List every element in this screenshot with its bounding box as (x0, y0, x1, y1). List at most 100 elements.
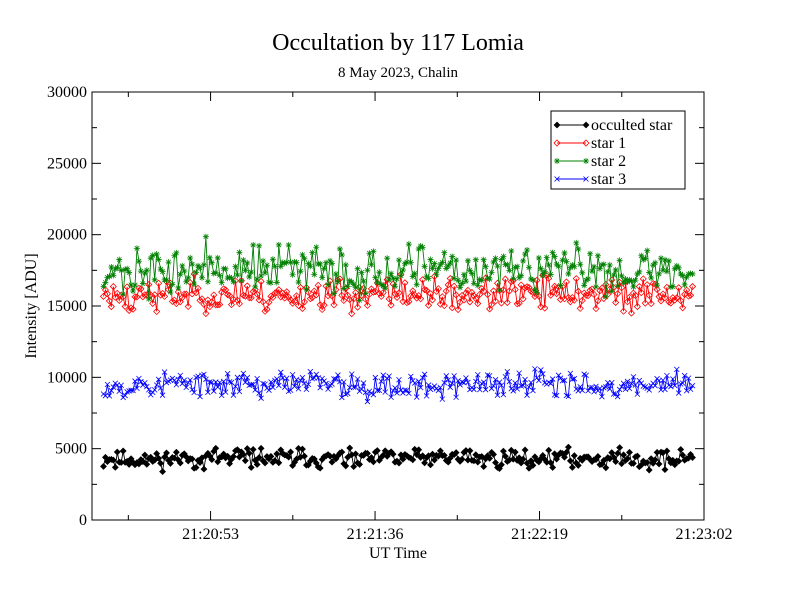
data-point (457, 382, 463, 388)
data-point (608, 449, 616, 457)
data-point (232, 383, 239, 390)
data-point (679, 380, 686, 386)
data-point (514, 386, 520, 392)
data-point (122, 266, 129, 273)
data-point (170, 296, 178, 304)
data-point (291, 383, 298, 390)
data-point (253, 461, 261, 468)
data-point (665, 257, 672, 264)
data-point (168, 297, 176, 305)
data-point (486, 372, 493, 379)
data-point (369, 288, 377, 296)
data-point (346, 296, 354, 304)
data-point (138, 378, 144, 385)
data-point (218, 392, 225, 399)
data-point (373, 279, 381, 287)
data-point (182, 290, 190, 298)
data-point (421, 371, 428, 378)
data-point (165, 259, 172, 266)
data-point (354, 265, 361, 272)
data-point (402, 387, 408, 393)
data-point (438, 293, 446, 301)
data-point (435, 387, 442, 394)
data-point (283, 375, 290, 382)
data-point (689, 382, 696, 389)
data-point (455, 277, 462, 284)
data-point (289, 271, 296, 278)
data-point (362, 389, 369, 396)
data-point (423, 393, 430, 399)
legend-marker (582, 139, 590, 147)
data-point (491, 297, 500, 305)
data-point (151, 291, 159, 299)
data-point (459, 280, 466, 287)
data-point (413, 281, 420, 288)
data-point (488, 269, 495, 276)
data-point (139, 280, 146, 287)
series-3 (100, 366, 696, 405)
data-point (577, 261, 584, 268)
data-point (210, 291, 218, 299)
data-point (346, 277, 353, 284)
data-point (614, 290, 622, 298)
data-point (301, 255, 308, 262)
data-point (480, 379, 487, 385)
data-point (184, 302, 192, 311)
data-point (647, 300, 655, 308)
data-point (116, 256, 123, 263)
data-point (145, 295, 152, 302)
data-point (175, 284, 182, 291)
data-point (303, 386, 310, 393)
data-point (340, 285, 347, 292)
data-point (452, 449, 460, 457)
data-point (612, 298, 620, 307)
data-point (299, 374, 306, 381)
data-point (675, 264, 682, 271)
data-point (457, 284, 464, 291)
data-point (344, 453, 352, 461)
data-point (382, 389, 388, 395)
data-point (496, 379, 503, 385)
data-point (645, 466, 653, 474)
data-point (108, 264, 115, 271)
data-point (508, 248, 515, 255)
data-point (194, 284, 202, 292)
data-point (618, 384, 625, 390)
data-point (333, 376, 339, 382)
data-point (474, 299, 482, 308)
data-point (452, 291, 460, 299)
data-point (295, 279, 302, 286)
data-point (565, 270, 572, 277)
data-point (303, 286, 310, 293)
data-point (236, 388, 243, 395)
data-point (446, 274, 454, 283)
data-point (323, 259, 330, 266)
data-point (489, 287, 498, 295)
data-point (484, 372, 491, 378)
data-point (490, 258, 497, 265)
data-point (466, 267, 473, 274)
data-point (584, 292, 592, 300)
data-point (316, 464, 324, 472)
data-point (305, 381, 312, 388)
data-point (581, 282, 588, 289)
data-point (495, 286, 504, 295)
data-point (366, 250, 373, 257)
data-point (571, 375, 578, 382)
data-point (415, 292, 423, 300)
data-point (612, 458, 620, 466)
data-point (289, 299, 297, 307)
data-point (551, 253, 558, 260)
data-point (374, 279, 381, 286)
data-point (163, 277, 170, 284)
legend-marker (554, 176, 560, 182)
data-point (514, 263, 521, 270)
data-point (476, 276, 483, 283)
data-point (675, 457, 683, 465)
data-point (462, 289, 470, 297)
data-point (263, 305, 271, 313)
data-point (573, 239, 580, 246)
data-point (330, 301, 338, 309)
data-point (566, 457, 574, 465)
data-point (395, 459, 403, 467)
